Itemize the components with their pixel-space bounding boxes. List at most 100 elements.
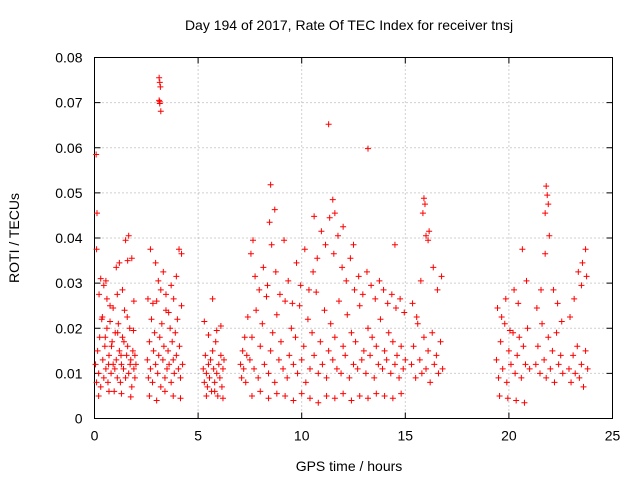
- data-point: [130, 327, 137, 334]
- data-point: [538, 286, 545, 293]
- data-point: [309, 329, 316, 336]
- data-point: [129, 347, 136, 354]
- data-point: [388, 291, 395, 298]
- data-point: [523, 277, 530, 284]
- data-point: [160, 268, 167, 275]
- data-point: [439, 365, 446, 372]
- data-point: [313, 289, 320, 296]
- data-point: [107, 302, 114, 309]
- data-point: [325, 121, 332, 128]
- data-point: [427, 379, 434, 386]
- data-point: [168, 282, 175, 289]
- data-point: [342, 352, 349, 359]
- data-point: [110, 304, 117, 311]
- data-point: [526, 365, 533, 372]
- data-point: [213, 327, 220, 334]
- data-point: [290, 361, 297, 368]
- data-point: [331, 334, 338, 341]
- data-point: [157, 383, 164, 390]
- data-point: [95, 392, 102, 399]
- data-point: [377, 316, 384, 323]
- data-point: [118, 361, 125, 368]
- data-point: [201, 318, 208, 325]
- data-point: [300, 343, 307, 350]
- data-point: [268, 241, 275, 248]
- data-point: [434, 286, 441, 293]
- data-point: [557, 352, 564, 359]
- data-point: [252, 273, 259, 280]
- data-point: [209, 347, 216, 354]
- data-point: [286, 352, 293, 359]
- data-point: [251, 365, 258, 372]
- data-point: [102, 334, 109, 341]
- data-point: [554, 300, 561, 307]
- data-point: [202, 352, 209, 359]
- data-point: [92, 361, 99, 368]
- data-point: [204, 383, 211, 390]
- data-point: [362, 370, 369, 377]
- data-point: [373, 343, 380, 350]
- data-point: [368, 282, 375, 289]
- y-tick-label: 0.01: [55, 365, 82, 381]
- y-tick-label: 0.05: [55, 185, 82, 201]
- data-point: [164, 365, 171, 372]
- data-point: [269, 329, 276, 336]
- data-point: [543, 374, 550, 381]
- data-point: [575, 268, 582, 275]
- data-point: [285, 277, 292, 284]
- data-point: [371, 374, 378, 381]
- data-point: [340, 390, 347, 397]
- data-point: [400, 365, 407, 372]
- data-point: [96, 334, 103, 341]
- data-point: [580, 383, 587, 390]
- data-point: [93, 379, 100, 386]
- data-point: [518, 374, 525, 381]
- data-point: [103, 295, 110, 302]
- data-point: [505, 347, 512, 354]
- data-point: [144, 295, 151, 302]
- data-point: [391, 241, 398, 248]
- data-point: [394, 352, 401, 359]
- data-point: [146, 338, 153, 345]
- data-point: [132, 361, 139, 368]
- data-point: [150, 347, 157, 354]
- data-point: [363, 268, 370, 275]
- data-point: [542, 250, 549, 257]
- data-point: [151, 329, 158, 336]
- data-point: [498, 313, 505, 320]
- data-point: [420, 334, 427, 341]
- data-point: [253, 307, 260, 314]
- data-point: [160, 343, 167, 350]
- data-point: [176, 343, 183, 350]
- data-point: [131, 352, 138, 359]
- data-point: [101, 343, 108, 350]
- data-point: [360, 347, 367, 354]
- data-point: [315, 399, 322, 406]
- data-point: [494, 304, 501, 311]
- data-point: [584, 365, 591, 372]
- data-point: [117, 379, 124, 386]
- data-point: [522, 361, 529, 368]
- data-point: [206, 374, 213, 381]
- data-point: [387, 370, 394, 377]
- data-point: [421, 201, 428, 208]
- data-point: [340, 343, 347, 350]
- data-point: [219, 365, 226, 372]
- y-tick-label: 0.02: [55, 320, 82, 336]
- data-point: [264, 282, 271, 289]
- data-point: [178, 302, 185, 309]
- data-point: [499, 365, 506, 372]
- data-point: [108, 343, 115, 350]
- data-point: [551, 379, 558, 386]
- data-point: [544, 192, 551, 199]
- data-point: [169, 338, 176, 345]
- data-point: [152, 259, 159, 266]
- y-tick-label: 0.07: [55, 95, 82, 111]
- x-axis-title: GPS time / hours: [296, 458, 403, 474]
- data-point: [162, 291, 169, 298]
- data-point: [559, 370, 566, 377]
- data-point: [271, 379, 278, 386]
- data-point: [385, 329, 392, 336]
- data-point: [260, 264, 267, 271]
- data-point: [398, 343, 405, 350]
